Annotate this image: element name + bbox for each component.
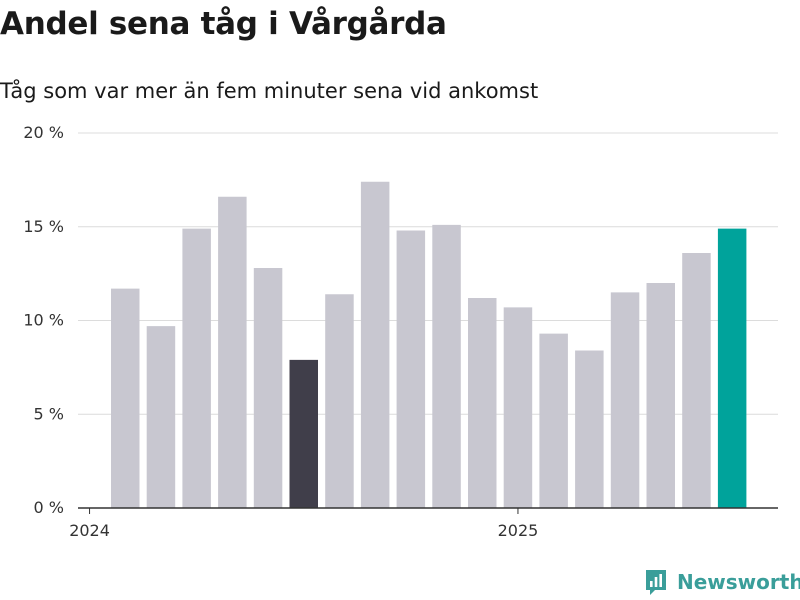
bar [432, 224, 461, 508]
x-axis-ticks: 2024 2025 [69, 508, 538, 540]
bar [146, 326, 176, 508]
newsworthy-logo-icon [646, 570, 666, 595]
bar [539, 333, 568, 508]
bar [289, 359, 318, 508]
newsworthy-logo: Newsworthy [644, 568, 800, 596]
y-axis-ticks: 0 % 5 % 10 % 15 % 20 % [23, 123, 64, 517]
bar [325, 294, 354, 508]
bar [503, 307, 533, 508]
bar [717, 228, 747, 508]
bar [575, 350, 604, 508]
bar [646, 283, 675, 508]
bar [396, 230, 426, 508]
bar [218, 196, 247, 508]
brand-name: Newsworthy [677, 570, 800, 594]
chart-title: Andel sena tåg i Vårgårda [0, 6, 447, 42]
bar [182, 228, 211, 508]
y-tick-label: 15 % [23, 217, 64, 236]
chart-subtitle: Tåg som var mer än fem minuter sena vid … [0, 79, 539, 103]
bar [111, 288, 140, 508]
x-tick-label: 2024 [69, 521, 110, 540]
y-tick-label: 10 % [23, 311, 64, 330]
x-tick-label: 2025 [498, 521, 539, 540]
bar [682, 253, 711, 508]
bar-chart: 0 % 5 % 10 % 15 % 20 % 2024 2025 [23, 123, 778, 540]
y-tick-label: 5 % [34, 404, 64, 423]
bar [468, 298, 497, 508]
bar [360, 181, 390, 508]
bars [111, 181, 747, 508]
bar [253, 268, 283, 508]
y-tick-label: 20 % [23, 123, 64, 142]
bar [610, 292, 640, 508]
y-tick-label: 0 % [34, 498, 64, 517]
